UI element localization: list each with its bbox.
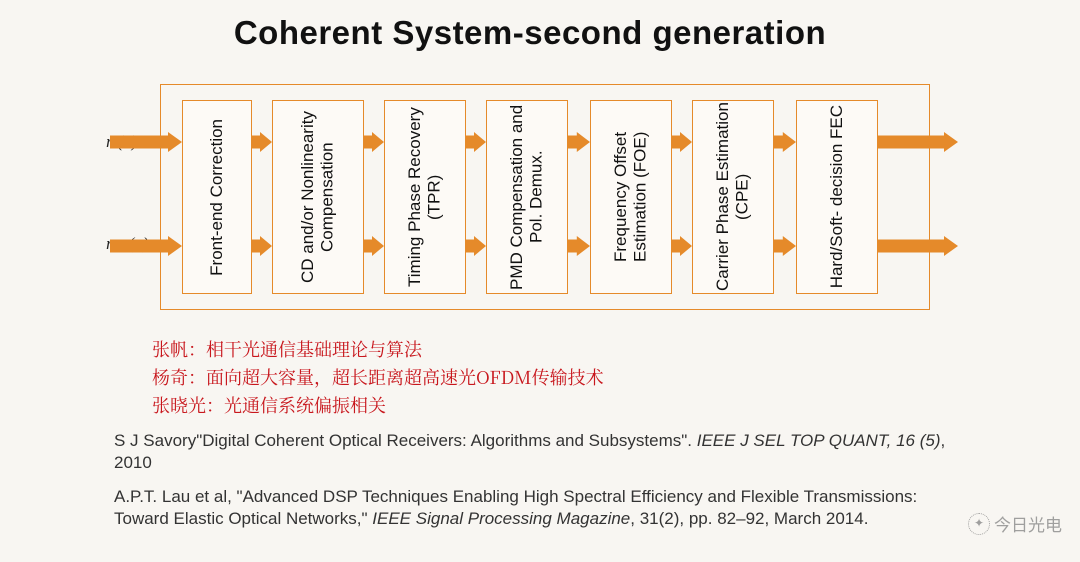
flow-arrow [672, 132, 692, 152]
flow-arrow [252, 236, 272, 256]
flow-arrow [568, 132, 590, 152]
citation-ital: IEEE Signal Processing Magazine [372, 509, 630, 528]
red-topic-lines: 张帆：相干光通信基础理论与算法 杨奇：面向超大容量，超长距离超高速光OFDM传输… [152, 336, 1000, 420]
dsp-block: CD and/or Nonlinearity Compensation [272, 100, 364, 294]
flow-arrow [364, 132, 384, 152]
flow-arrow [878, 236, 958, 256]
citation-text: , 31(2), pp. 82–92, March 2014. [630, 509, 868, 528]
dsp-block: Timing Phase Recovery (TPR) [384, 100, 466, 294]
dsp-block: Frequency Offset Estimation (FOE) [590, 100, 672, 294]
flow-arrow [774, 132, 796, 152]
dsp-block-label: Timing Phase Recovery (TPR) [405, 101, 444, 293]
dsp-block-label: Hard/Soft- decision FEC [827, 105, 847, 288]
red-line: 杨奇：面向超大容量，超长距离超高速光OFDM传输技术 [152, 364, 1000, 392]
flow-arrow [672, 236, 692, 256]
flow-arrow [252, 132, 272, 152]
dsp-block-label: PMD Compensation and Pol. Demux. [507, 101, 546, 293]
flow-arrow [364, 236, 384, 256]
citation-text: S J Savory"Digital Coherent Optical Rece… [114, 431, 697, 450]
watermark-text: 今日光电 [994, 511, 1062, 536]
flow-arrow [466, 132, 486, 152]
red-line: 张帆：相干光通信基础理论与算法 [152, 336, 1000, 364]
dsp-block-label: Carrier Phase Estimation (CPE) [713, 101, 752, 293]
dsp-block: PMD Compensation and Pol. Demux. [486, 100, 568, 294]
flow-arrow [110, 236, 182, 256]
dsp-block: Hard/Soft- decision FEC [796, 100, 878, 294]
citation-2: A.P.T. Lau et al, "Advanced DSP Techniqu… [114, 486, 970, 530]
red-line: 张晓光：光通信系统偏振相关 [152, 392, 1000, 420]
flow-arrow [568, 236, 590, 256]
watermark: ✦ 今日光电 [968, 511, 1062, 536]
page-title: Coherent System-second generation [60, 14, 1000, 52]
dsp-block: Carrier Phase Estimation (CPE) [692, 100, 774, 294]
dsp-block-label: Frequency Offset Estimation (FOE) [611, 101, 650, 293]
wechat-icon: ✦ [968, 513, 990, 535]
flow-arrow [466, 236, 486, 256]
dsp-block-label: CD and/or Nonlinearity Compensation [298, 101, 337, 293]
block-diagram: rₓ(n) r_y(n) Front-end CorrectionCD and/… [90, 78, 970, 318]
citation-1: S J Savory"Digital Coherent Optical Rece… [114, 430, 970, 474]
citation-ital: IEEE J SEL TOP QUANT, 16 (5) [697, 431, 941, 450]
dsp-block: Front-end Correction [182, 100, 252, 294]
slide-root: Coherent System-second generation rₓ(n) … [60, 14, 1000, 542]
flow-arrow [774, 236, 796, 256]
flow-arrow [878, 132, 958, 152]
dsp-block-label: Front-end Correction [207, 119, 227, 276]
flow-arrow [110, 132, 182, 152]
